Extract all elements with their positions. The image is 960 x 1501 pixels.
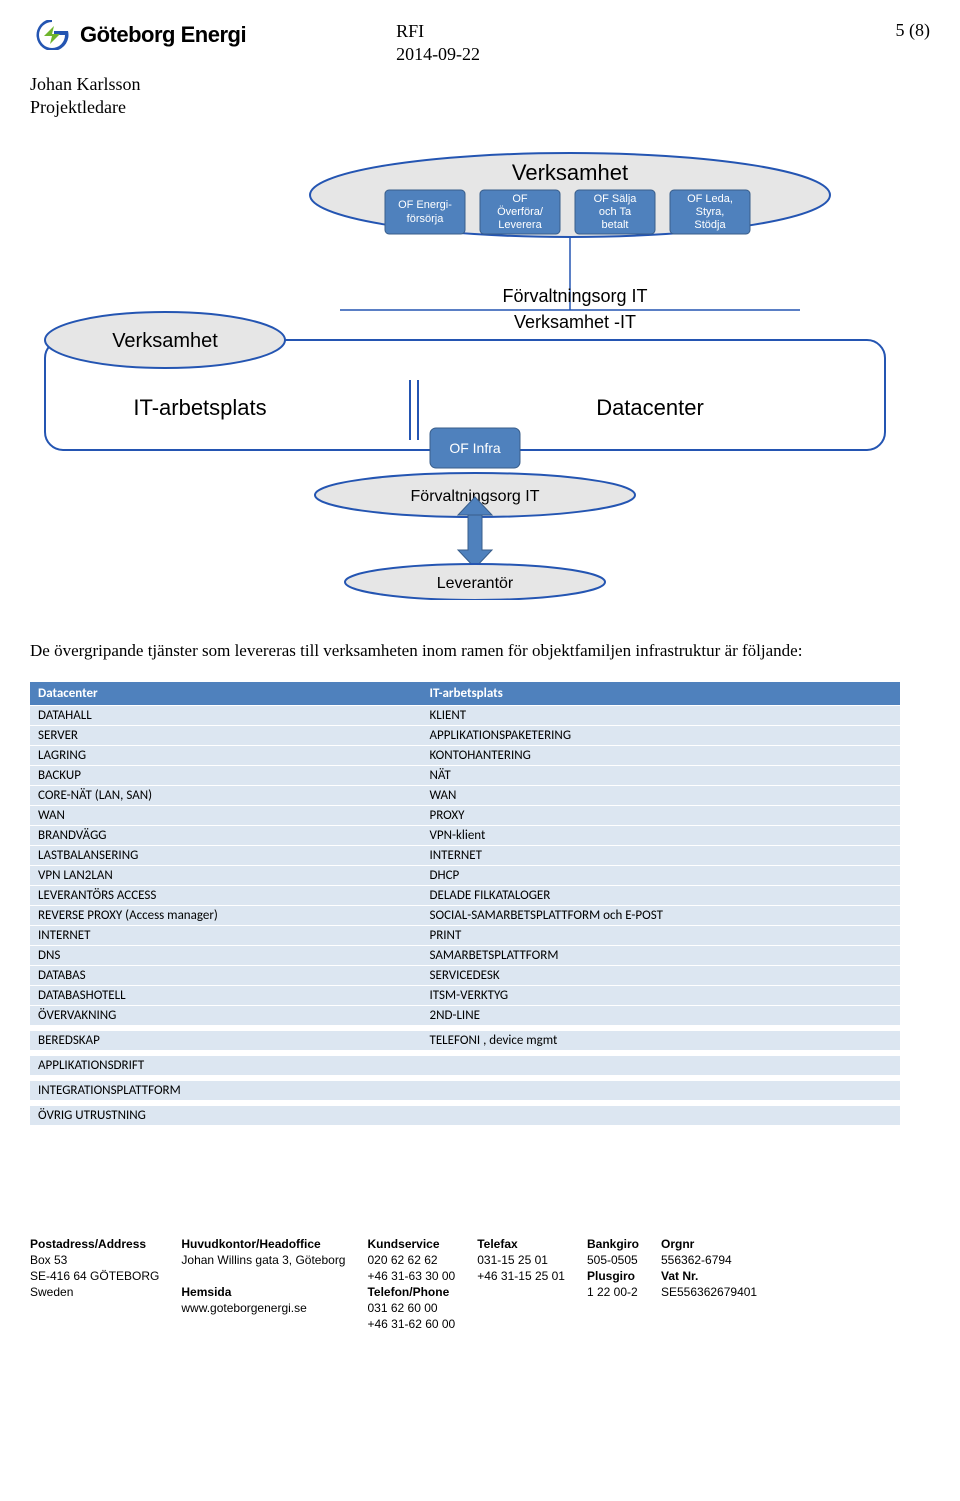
architecture-diagram: Verksamhet OF Energi-försörja OFÖverföra…: [30, 150, 930, 600]
table-row: DATABASSERVICEDESK: [30, 966, 900, 985]
diagram-bottom-ellipse: Leverantör: [437, 575, 514, 592]
table-row: BRANDVÄGGVPN-klient: [30, 826, 900, 845]
svg-text:betalt: betalt: [602, 219, 629, 231]
diagram-left-ellipse: Verksamhet: [112, 330, 218, 352]
footer-col-orgnr: Orgnr 556362-6794 Vat Nr. SE556362679401: [661, 1236, 757, 1333]
footer-col-address: Postadress/Address Box 53 SE-416 64 GÖTE…: [30, 1236, 159, 1333]
table-row: REVERSE PROXY (Access manager)SOCIAL-SAM…: [30, 906, 900, 925]
table-row: SERVERAPPLIKATIONSPAKETERING: [30, 726, 900, 745]
svg-text:och Ta: och Ta: [599, 206, 632, 218]
page-header: Göteborg Energi RFI 2014-09-22 5 (8): [30, 20, 930, 67]
table-row: ÖVRIG UTRUSTNING: [30, 1106, 900, 1125]
svg-text:Stödja: Stödja: [694, 219, 726, 231]
table-row: INTEGRATIONSPLATTFORM: [30, 1081, 900, 1100]
table-row: DNSSAMARBETSPLATTFORM: [30, 946, 900, 965]
table-row: INTERNETPRINT: [30, 926, 900, 945]
diagram-svg: Verksamhet OF Energi-försörja OFÖverföra…: [30, 150, 910, 600]
table-header-row: Datacenter IT-arbetsplats: [30, 682, 900, 705]
author-name: Johan Karlsson: [30, 73, 930, 96]
table-row: WANPROXY: [30, 806, 900, 825]
doc-date: 2014-09-22: [396, 43, 480, 66]
diagram-mid-bottom: Verksamhet -IT: [514, 312, 636, 332]
table-row: LAGRINGKONTOHANTERING: [30, 746, 900, 765]
table-row: APPLIKATIONSDRIFT: [30, 1056, 900, 1075]
th-it: IT-arbetsplats: [422, 682, 901, 705]
svg-text:OF Leda,: OF Leda,: [687, 193, 733, 205]
table-row: CORE-NÄT (LAN, SAN)WAN: [30, 786, 900, 805]
svg-text:Leverera: Leverera: [498, 219, 542, 231]
table-row: BEREDSKAPTELEFONI , device mgmt: [30, 1031, 900, 1050]
diagram-it-arbetsplats: IT-arbetsplats: [133, 395, 266, 420]
table-row: BACKUPNÄT: [30, 766, 900, 785]
diagram-datacenter: Datacenter: [596, 395, 704, 420]
footer-col-headoffice: Huvudkontor/Headoffice Johan Willins gat…: [181, 1236, 345, 1333]
footer-col-telefax: Telefax 031-15 25 01 +46 31-15 25 01: [477, 1236, 565, 1333]
services-table: Datacenter IT-arbetsplats DATAHALLKLIENT…: [30, 681, 900, 1126]
diagram-infra-box: OF Infra: [449, 440, 501, 456]
page-footer: Postadress/Address Box 53 SE-416 64 GÖTE…: [30, 1236, 930, 1333]
svg-text:OF Sälja: OF Sälja: [594, 193, 638, 205]
svg-text:OF: OF: [512, 193, 528, 205]
author-block: Johan Karlsson Projektledare: [30, 73, 930, 120]
table-row: DATABASHOTELLITSM-VERKTYG: [30, 986, 900, 1005]
table-row: LASTBALANSERINGINTERNET: [30, 846, 900, 865]
author-role: Projektledare: [30, 96, 930, 119]
doc-meta: RFI 2014-09-22: [396, 20, 480, 67]
svg-text:Överföra/: Överföra/: [497, 206, 544, 218]
diagram-mid-top: Förvaltningsorg IT: [502, 286, 647, 306]
page-number: 5 (8): [896, 20, 931, 41]
th-datacenter: Datacenter: [30, 682, 422, 705]
table-row: DATAHALLKLIENT: [30, 706, 900, 725]
footer-col-kundservice: Kundservice 020 62 62 62 +46 31-63 30 00…: [367, 1236, 455, 1333]
svg-text:OF Energi-: OF Energi-: [398, 199, 452, 211]
doc-type: RFI: [396, 20, 480, 43]
svg-text:Styra,: Styra,: [696, 206, 725, 218]
table-row: ÖVERVAKNING2ND-LINE: [30, 1006, 900, 1025]
intro-paragraph: De övergripande tjänster som levereras t…: [30, 640, 930, 663]
logo-icon: [30, 20, 74, 50]
table-row: VPN LAN2LANDHCP: [30, 866, 900, 885]
diagram-top-ellipse: Verksamhet: [512, 160, 628, 185]
table-row: LEVERANTÖRS ACCESSDELADE FILKATALOGER: [30, 886, 900, 905]
logo-text: Göteborg Energi: [80, 22, 246, 48]
svg-text:försörja: försörja: [407, 213, 445, 225]
logo: Göteborg Energi: [30, 20, 246, 50]
footer-col-bankgiro: Bankgiro 505-0505 Plusgiro 1 22 00-2: [587, 1236, 639, 1333]
